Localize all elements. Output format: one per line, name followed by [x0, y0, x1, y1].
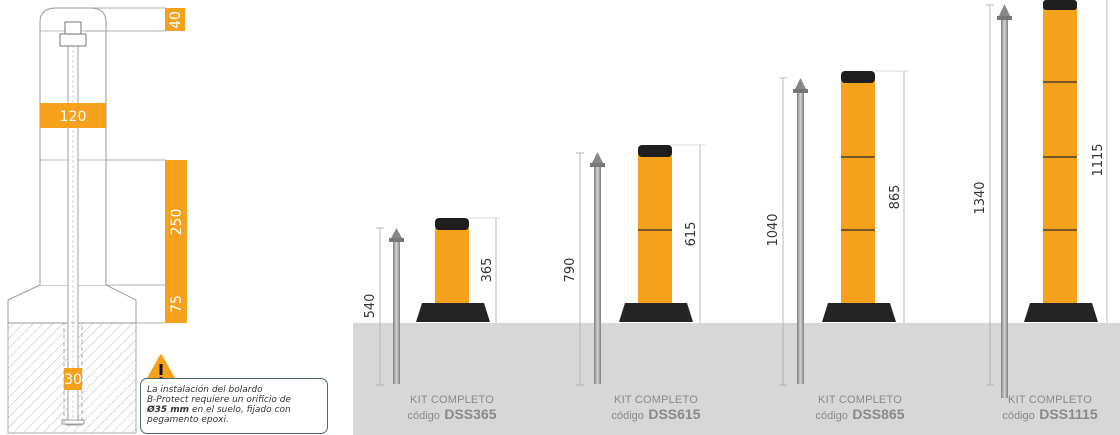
kit-code: DSS865 — [852, 406, 905, 422]
kit-height: 865 — [888, 185, 903, 210]
bollard-cap — [841, 71, 875, 83]
kit-anchor-length: 540 — [363, 294, 378, 319]
bollard-body — [841, 80, 875, 303]
kit-anchor-length: 1340 — [973, 181, 988, 214]
bollard-base — [619, 303, 693, 322]
dim-bar-mid — [40, 103, 106, 128]
dim-bar-top — [165, 8, 185, 31]
kit-title: KIT COMPLETO — [1008, 394, 1092, 406]
kit-code: DSS365 — [444, 406, 497, 422]
bollard-base — [416, 303, 490, 322]
bollard-cap — [435, 218, 469, 230]
anchor-rod — [797, 86, 804, 384]
kit-code: DSS615 — [648, 406, 701, 422]
note-line-1: La instalación del bolardo — [147, 385, 263, 395]
kit-code-prefix: código — [815, 410, 848, 422]
dim-mid-label: 120 — [60, 109, 87, 125]
dim-base-label: 75 — [169, 295, 185, 313]
kit-label-dss365: KIT COMPLETO código DSS365 — [382, 394, 522, 424]
kit-label-dss865: KIT COMPLETO código DSS865 — [790, 394, 930, 424]
anchor-head-icon — [591, 152, 604, 165]
anchor-head-icon — [794, 78, 807, 91]
dim-bar-body — [165, 160, 187, 285]
note-line-4: pegamento epoxi. — [147, 415, 229, 425]
dim-top-label: 40 — [168, 11, 184, 29]
kit-anchor-length: 1040 — [766, 213, 781, 246]
kit-height: 365 — [480, 258, 495, 283]
kit-dss865: 1040 865 — [766, 70, 908, 386]
bollard-body — [435, 228, 469, 303]
bollard-body — [1043, 8, 1077, 303]
kit-label-dss615: KIT COMPLETO código DSS615 — [586, 394, 726, 424]
anchor-head-icon — [390, 228, 403, 240]
kit-code: DSS1115 — [1039, 406, 1098, 422]
dim-bar-anchor — [64, 368, 82, 390]
bollard-cap — [638, 145, 672, 157]
kit-code-prefix: código — [1002, 410, 1035, 422]
kit-code-prefix: código — [407, 410, 440, 422]
kit-dss1115: 1340 1115 — [973, 0, 1108, 398]
dim-anchor-label: 30 — [64, 372, 82, 388]
anchor-rod — [393, 234, 400, 384]
kit-height: 615 — [684, 222, 699, 247]
kit-code-prefix: código — [611, 410, 644, 422]
installation-note: La instalación del bolardo B-Protect req… — [140, 378, 328, 434]
anchor-rod — [1001, 14, 1008, 398]
kit-label-dss1115: KIT COMPLETO código DSS1115 — [980, 394, 1120, 424]
anchor-rod — [594, 160, 601, 384]
kit-title: KIT COMPLETO — [818, 394, 902, 406]
kit-dss615: 790 615 — [563, 144, 705, 386]
kit-anchor-length: 790 — [563, 258, 578, 283]
detail-drawing: 40 120 250 75 30 — [7, 7, 187, 434]
anchor-head-icon — [998, 4, 1011, 18]
bollard-cap — [1043, 0, 1077, 10]
note-line-3: en el suelo, fijado con — [189, 405, 291, 415]
kit-dss365: 540 365 — [363, 217, 500, 386]
note-line-2: B-Protect requiere un orificio de — [147, 395, 291, 405]
nut-detail — [59, 33, 87, 47]
bollard-base — [1024, 303, 1098, 322]
kit-title: KIT COMPLETO — [410, 394, 494, 406]
kit-title: KIT COMPLETO — [614, 394, 698, 406]
ground-band — [353, 323, 1120, 435]
note-hole-size: Ø35 mm — [147, 405, 190, 415]
bollard-base — [822, 303, 896, 322]
dim-body-label: 250 — [169, 209, 185, 236]
dim-bar-base — [165, 285, 187, 323]
kit-height: 1115 — [1091, 143, 1106, 176]
bollard-body — [638, 154, 672, 303]
